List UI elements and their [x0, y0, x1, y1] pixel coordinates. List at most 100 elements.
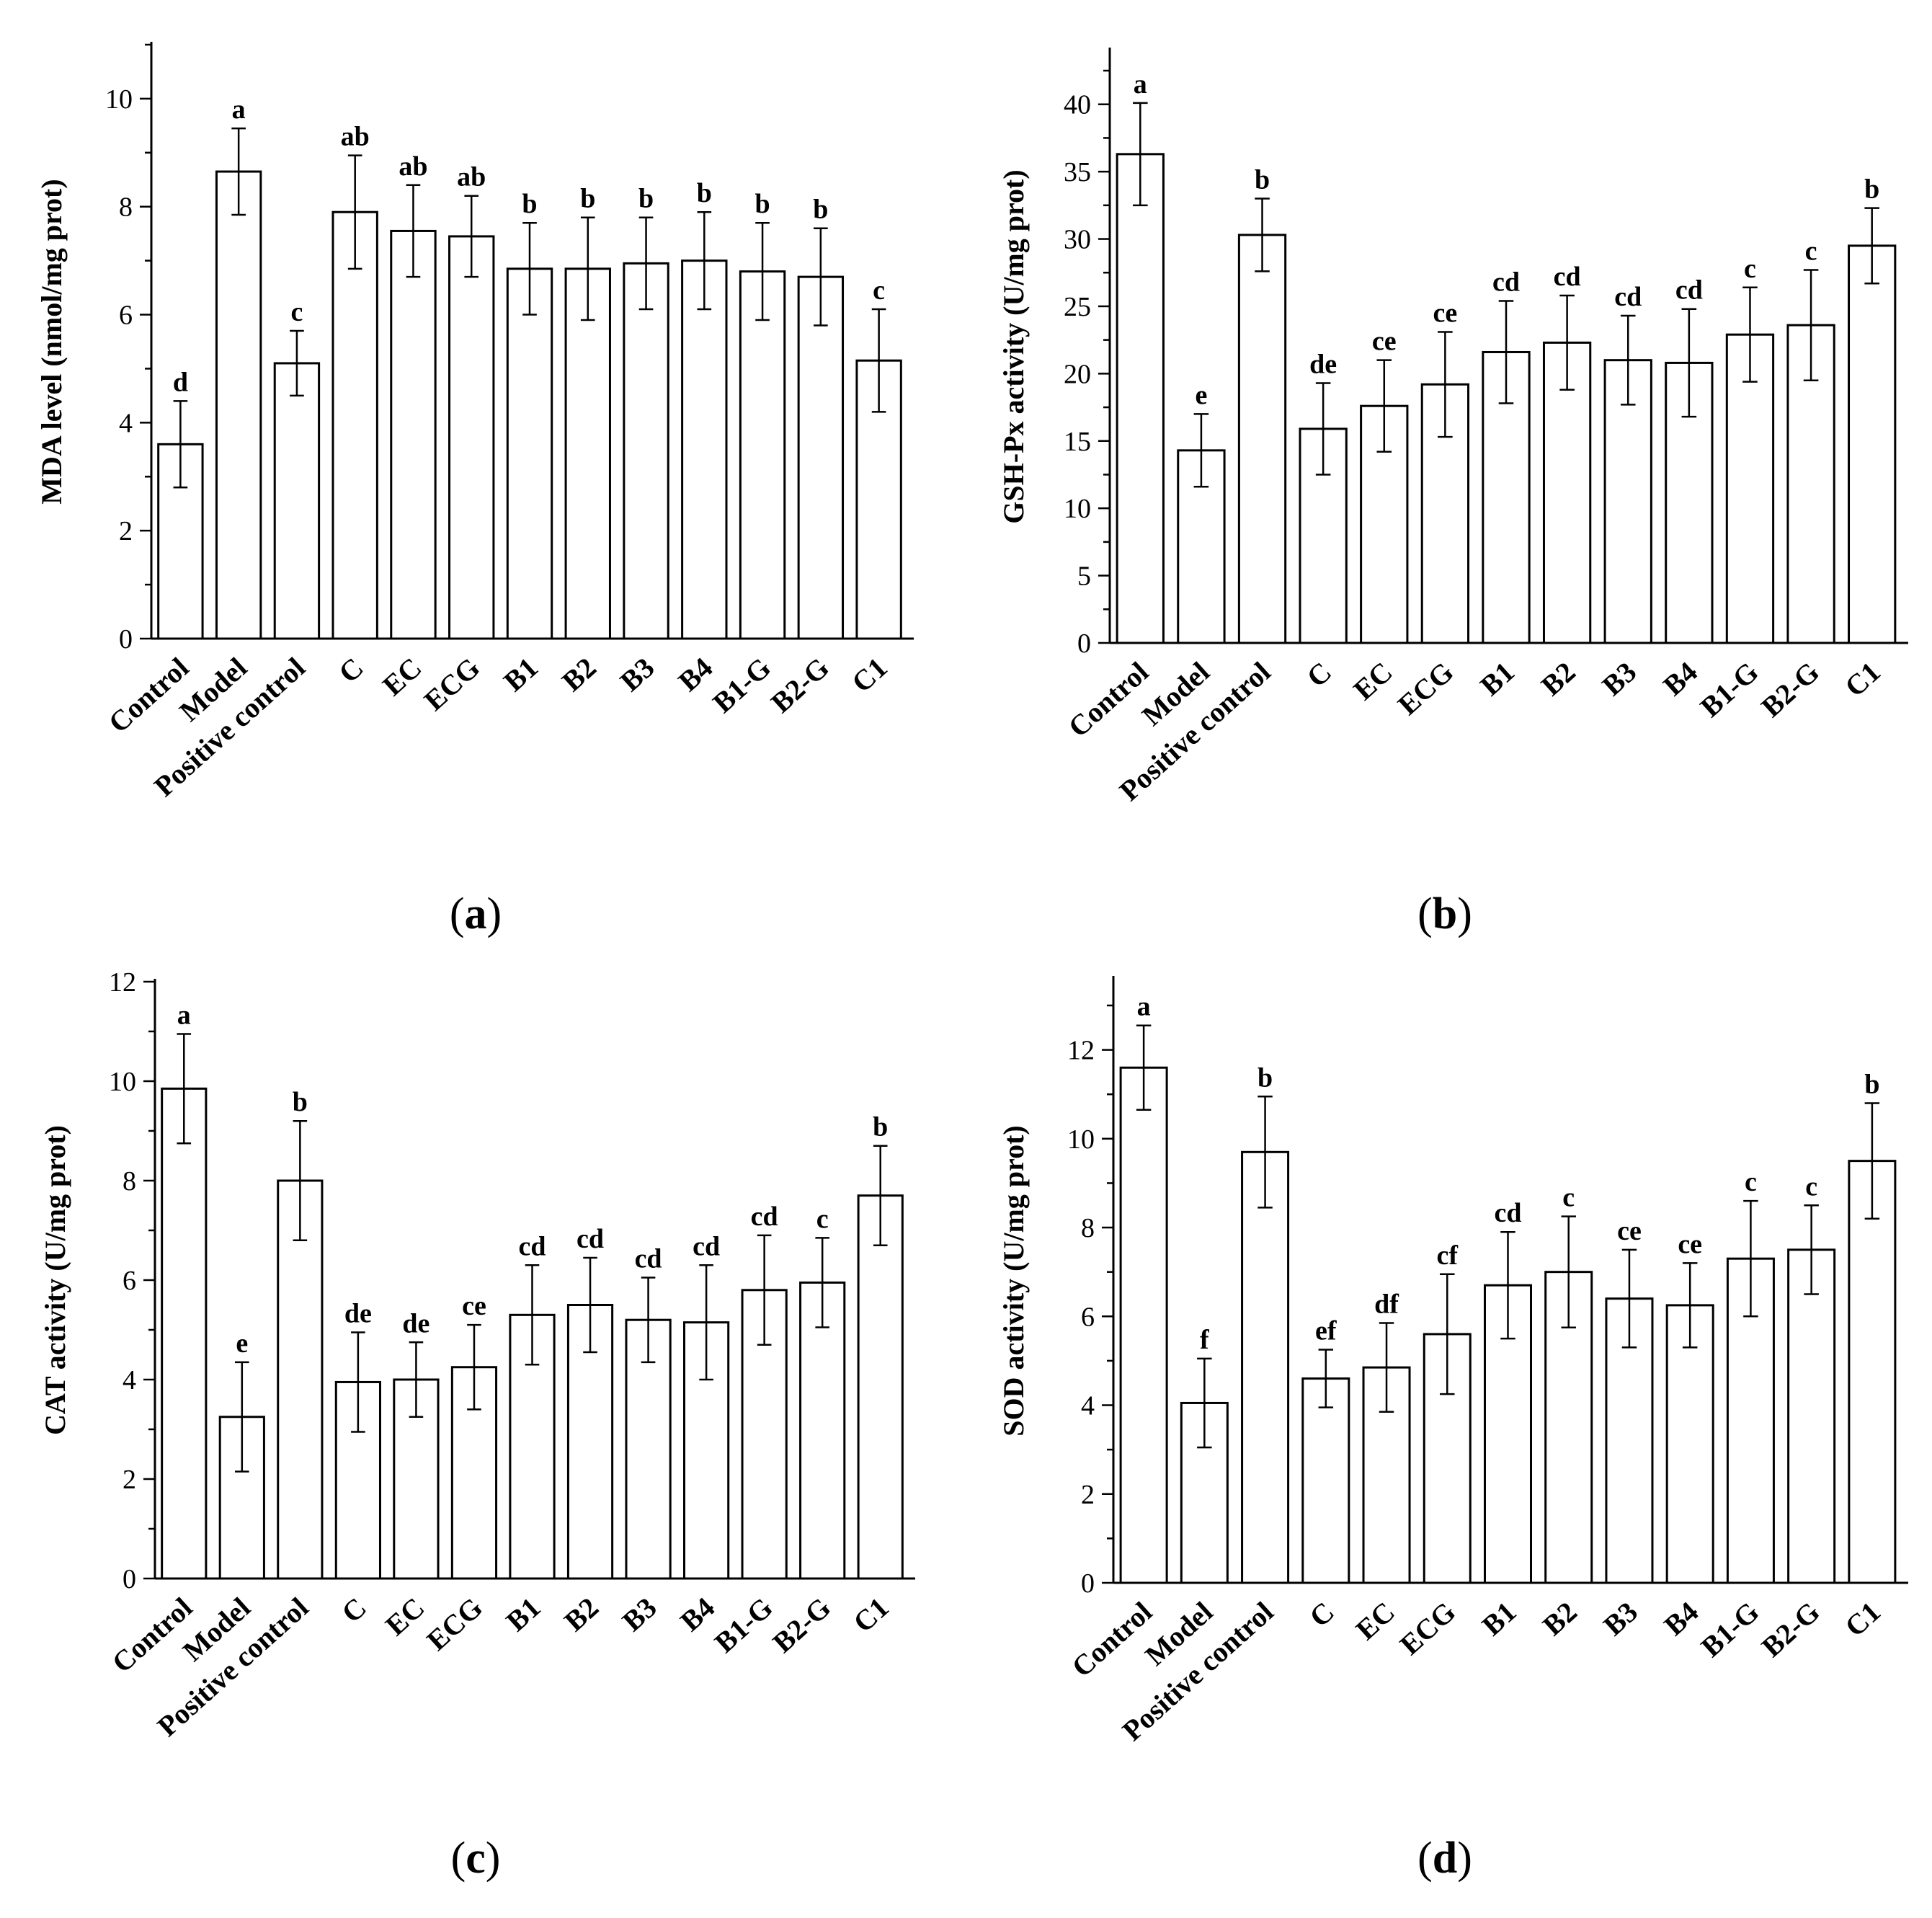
category-label: EC: [1347, 655, 1398, 706]
y-tick-label: 0: [1077, 629, 1091, 659]
y-tick-label: 2: [119, 516, 133, 546]
category-label: B2: [1536, 1595, 1583, 1642]
significance-label: c: [816, 1204, 829, 1234]
bar-13: [1848, 244, 1897, 644]
significance-label: e: [236, 1328, 248, 1359]
significance-label: ce: [1617, 1216, 1642, 1246]
bar-2: [215, 170, 262, 640]
caption-part: (: [1417, 1834, 1433, 1883]
y-tick-label: 15: [1064, 427, 1091, 457]
category-label: B2-G: [766, 1591, 837, 1659]
y-tick-label: 0: [123, 1564, 136, 1594]
significance-label: cd: [635, 1244, 662, 1274]
significance-label: b: [697, 178, 712, 208]
category-label: B4: [1657, 1595, 1704, 1642]
y-tick-label: 0: [1081, 1568, 1095, 1599]
y-tick-label: 40: [1064, 90, 1091, 120]
y-tick-label: 10: [1067, 1124, 1095, 1155]
significance-label: e: [1195, 380, 1207, 410]
significance-label: d: [173, 367, 188, 397]
y-tick-label: 20: [1064, 359, 1091, 389]
category-label: B1-G: [1695, 1595, 1766, 1663]
bar-11: [739, 270, 786, 640]
bar-12: [799, 1281, 846, 1580]
category-label: B2: [558, 1591, 605, 1638]
category-label: ECG: [1392, 655, 1460, 721]
bar-6: [448, 235, 495, 640]
significance-label: b: [813, 195, 828, 225]
category-label: C: [1301, 655, 1338, 693]
significance-label: a: [232, 94, 246, 125]
y-tick-label: 25: [1064, 292, 1091, 322]
panel-caption: (d): [1417, 1834, 1472, 1883]
category-label: C1: [1838, 655, 1886, 703]
category-label: C: [332, 651, 370, 689]
significance-label: cd: [1495, 1198, 1522, 1228]
significance-label: de: [402, 1308, 429, 1338]
significance-label: de: [1309, 349, 1337, 379]
significance-label: ce: [462, 1291, 486, 1321]
bar-4: [331, 210, 378, 640]
bar-3: [273, 362, 321, 640]
significance-label: cd: [519, 1231, 546, 1261]
significance-label: b: [638, 184, 654, 214]
bar-13: [1848, 1160, 1897, 1584]
significance-label: cd: [1675, 275, 1703, 306]
significance-label: a: [177, 1000, 191, 1030]
y-tick-label: 10: [109, 1067, 136, 1097]
category-label: Control: [106, 1591, 199, 1679]
significance-label: cf: [1437, 1240, 1459, 1271]
category-label: ECG: [1394, 1595, 1462, 1661]
category-label: Control: [1065, 1595, 1158, 1683]
significance-label: b: [873, 1112, 888, 1142]
bar-10: [1665, 1304, 1714, 1584]
panel-caption: (b): [1417, 889, 1472, 938]
bar-5: [390, 229, 437, 640]
significance-label: cd: [1492, 267, 1520, 297]
category-label: B1: [497, 651, 544, 698]
caption-part: a: [465, 889, 487, 938]
y-axis-title: SOD activity (U/mg prot): [997, 1125, 1030, 1436]
panel-caption: (a): [450, 889, 502, 938]
significance-label: b: [522, 189, 537, 219]
category-label: B4: [1657, 655, 1704, 702]
caption-part: d: [1433, 1834, 1457, 1883]
chart-panel-d: 0 2 4 6 8 10 12 SOD activity (U/mg prot) a Contro…: [997, 976, 1908, 1883]
caption-part: (: [451, 1834, 466, 1883]
category-label: B1: [500, 1591, 547, 1638]
y-tick-label: 0: [119, 624, 133, 654]
y-tick-label: 6: [123, 1266, 136, 1296]
significance-label: b: [755, 189, 770, 219]
significance-label: f: [1200, 1325, 1210, 1355]
y-axis-title: MDA level (nmol/mg prot): [35, 179, 68, 504]
y-tick-label: 30: [1064, 225, 1091, 255]
chart-panel-a: 0 2 4 6 8 10 MDA level (nmol/mg prot) d Control a…: [35, 42, 914, 938]
bar-4: [1301, 1377, 1350, 1584]
category-label: ECG: [418, 651, 486, 716]
bar-12: [1787, 1248, 1836, 1584]
category-label: B2-G: [1755, 1595, 1826, 1663]
y-tick-label: 8: [119, 192, 133, 223]
significance-label: a: [1137, 992, 1151, 1022]
bar-9: [623, 262, 669, 640]
y-tick-label: 35: [1064, 157, 1091, 187]
bar-1: [157, 443, 204, 640]
panel-caption: (c): [451, 1834, 501, 1883]
category-label: EC: [1350, 1595, 1401, 1646]
significance-label: c: [873, 275, 885, 306]
category-label: B2-G: [765, 651, 835, 719]
category-label: Control: [1062, 655, 1155, 743]
caption-part: b: [1433, 889, 1457, 938]
caption-part: ): [1457, 1834, 1472, 1883]
bar-12: [797, 275, 845, 640]
category-label: ECG: [420, 1591, 489, 1656]
bar-1: [1116, 153, 1165, 644]
significance-label: cd: [1614, 282, 1642, 312]
y-tick-label: 5: [1077, 561, 1091, 592]
category-label: B3: [1595, 655, 1642, 702]
chart-panel-c: 0 2 4 6 8 10 12 CAT activity (U/mg prot) a Contro…: [39, 967, 915, 1883]
bar-13: [857, 1194, 904, 1580]
caption-part: ): [1457, 889, 1472, 938]
significance-label: ab: [457, 162, 486, 192]
